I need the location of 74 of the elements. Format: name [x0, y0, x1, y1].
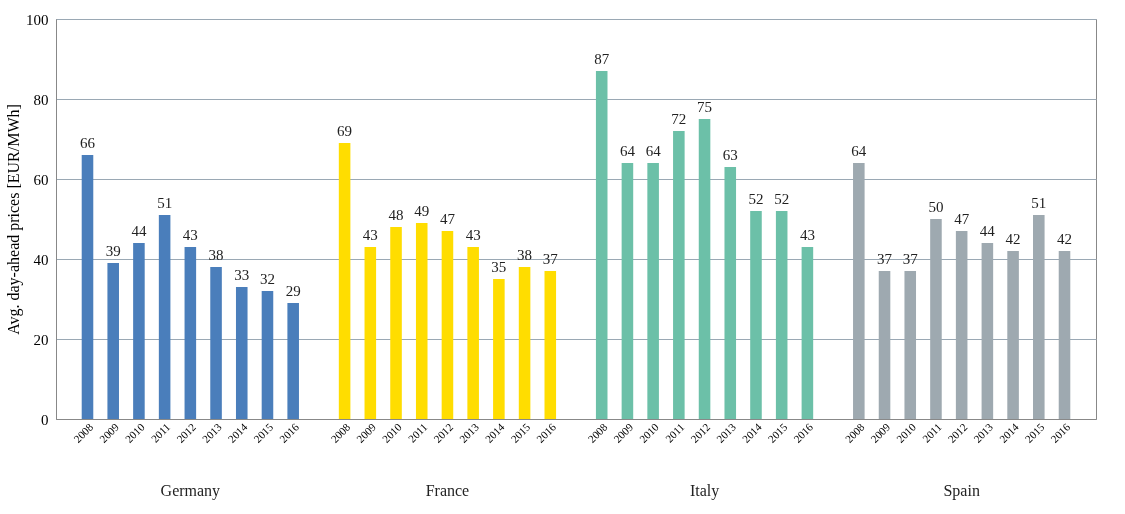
bar: [107, 263, 119, 419]
bar: [621, 163, 634, 419]
data-label: 66: [80, 135, 96, 151]
bar: [184, 247, 197, 419]
data-label: 38: [208, 247, 224, 263]
data-label: 33: [234, 267, 250, 283]
data-label: 29: [285, 283, 301, 299]
bar: [775, 211, 788, 419]
data-label: 44: [131, 223, 147, 239]
bar: [441, 231, 454, 419]
bar: [698, 119, 711, 419]
bar: [493, 279, 505, 419]
data-label: 43: [182, 227, 198, 243]
data-label: 37: [542, 251, 559, 267]
data-label: 39: [105, 243, 121, 259]
data-label: 72: [671, 111, 687, 127]
data-label: 48: [388, 207, 404, 223]
data-label: 63: [722, 147, 738, 163]
data-label: 51: [157, 195, 173, 211]
bar: [158, 215, 171, 419]
bar: [647, 163, 659, 419]
data-label: 37: [902, 251, 919, 267]
text: Italy: [689, 482, 720, 500]
data-label: 52: [748, 191, 764, 207]
data-label: 47: [954, 211, 970, 227]
bar: [261, 291, 274, 419]
y-tick-label: 80: [33, 91, 49, 108]
bar: [518, 267, 531, 419]
y-axis-title: Avg. day-ahead prices [EUR/MWh]: [5, 104, 23, 335]
bar: [287, 303, 299, 419]
data-label: 42: [1005, 231, 1021, 247]
bar: [467, 247, 479, 419]
bar: [415, 223, 428, 419]
y-tick-label: 20: [33, 331, 49, 348]
bar: [801, 247, 814, 419]
text: Germany: [160, 482, 221, 500]
data-label: 51: [1031, 195, 1047, 211]
data-label: 32: [259, 271, 275, 287]
data-label: 35: [491, 259, 507, 275]
data-label: 52: [774, 191, 790, 207]
text: France: [425, 482, 470, 499]
data-label: 37: [877, 251, 893, 267]
data-label: 64: [619, 143, 636, 159]
data-label: 43: [799, 227, 815, 243]
data-label: 64: [851, 143, 867, 159]
data-label: 64: [645, 143, 662, 159]
bar: [210, 267, 222, 419]
data-label: 38: [517, 247, 533, 263]
bar: [338, 143, 351, 419]
data-label: 50: [928, 199, 944, 215]
y-tick-label: 60: [33, 171, 49, 188]
data-label: 49: [414, 203, 430, 219]
data-label: 87: [594, 51, 610, 67]
data-label: 43: [362, 227, 378, 243]
data-label: 69: [337, 123, 353, 139]
y-tick-label: 40: [33, 251, 49, 268]
bar: [544, 271, 557, 419]
data-label: 42: [1057, 231, 1072, 247]
y-tick-label: 100: [26, 11, 49, 28]
bar: [390, 227, 402, 419]
text: Spain: [943, 482, 980, 500]
bar: [81, 155, 94, 419]
data-label: 47: [439, 211, 456, 227]
data-label: 75: [697, 99, 713, 115]
bar: [595, 71, 608, 419]
bar: [750, 211, 762, 419]
y-tick-label: 0: [41, 411, 49, 428]
data-label: 44: [979, 223, 996, 239]
bar: [724, 167, 737, 419]
bar: [133, 243, 145, 419]
bar: [364, 247, 377, 419]
bar: [673, 131, 685, 419]
bar: [235, 287, 248, 419]
data-label: 43: [465, 227, 481, 243]
